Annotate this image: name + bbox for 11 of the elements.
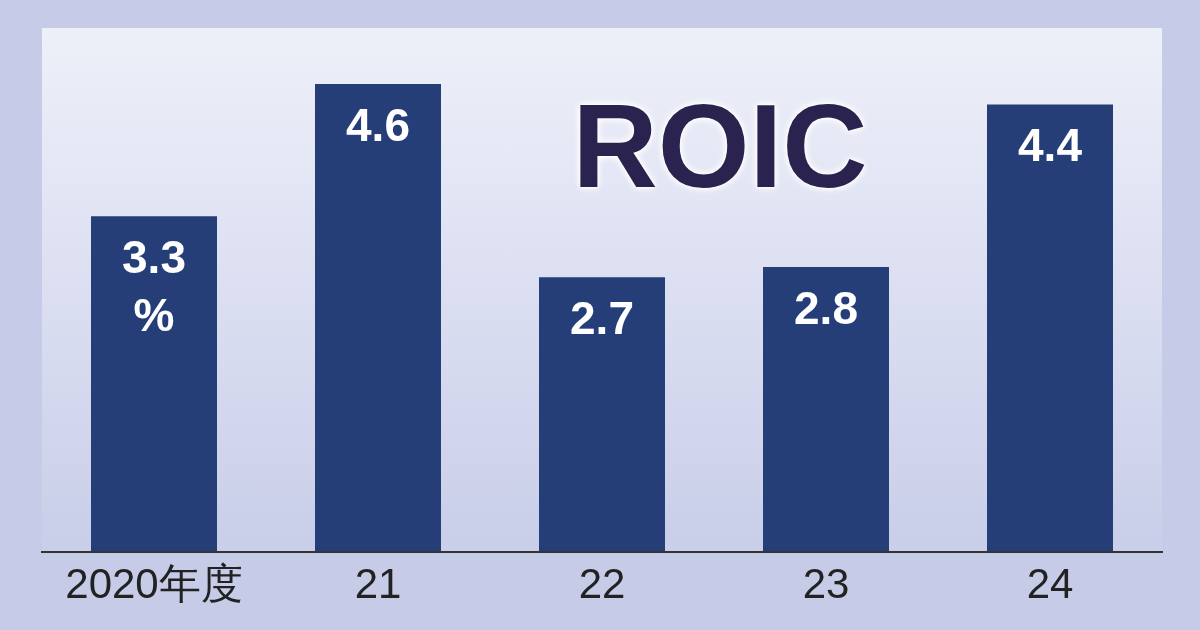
data-label: 4.4 xyxy=(1018,119,1083,172)
data-label: 2.8 xyxy=(794,281,858,334)
x-tick-label: 2020年度 xyxy=(65,560,243,608)
data-label: 3.3 % xyxy=(122,230,186,341)
x-tick-label: 22 xyxy=(578,560,626,608)
data-label: 4.6 xyxy=(346,98,410,151)
x-tick-label: 24 xyxy=(1026,560,1074,608)
x-tick-label: 23 xyxy=(802,560,850,608)
data-label: 2.7 xyxy=(570,291,634,344)
chart-title: ROIC xyxy=(571,79,869,214)
x-tick-label: 21 xyxy=(354,560,402,608)
